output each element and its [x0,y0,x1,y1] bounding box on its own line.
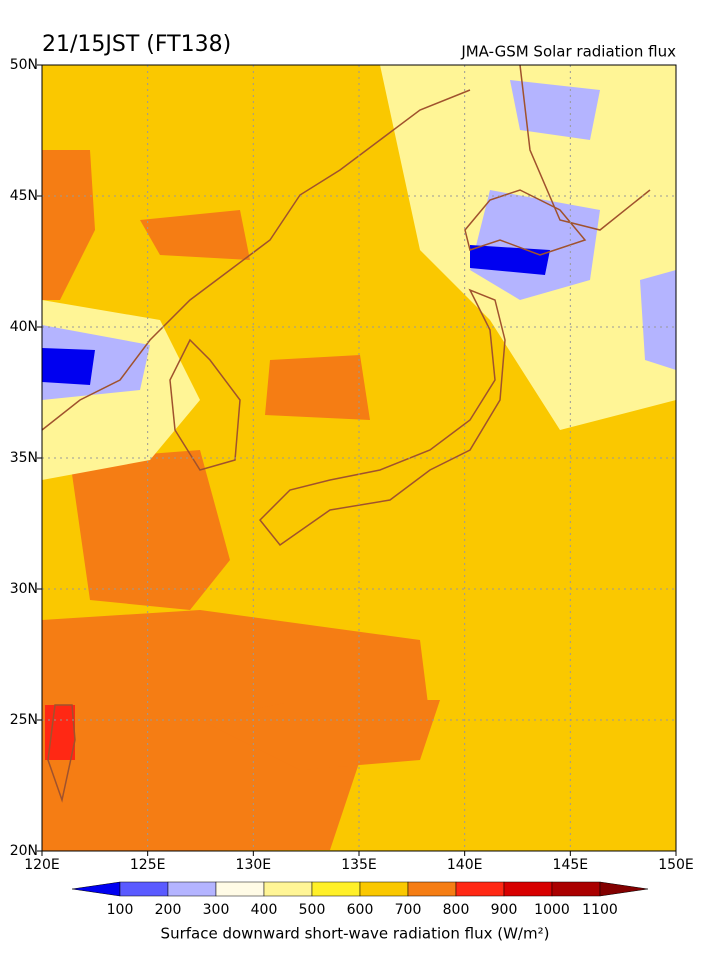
field-patch [70,450,230,610]
field-patch [640,270,676,370]
coastline [41,89,471,431]
colorbar-label: 800 [443,902,470,918]
colorbar-label: 300 [203,902,230,918]
x-tick-label: 145E [553,857,589,873]
colorbar-title: Surface downward short-wave radiation fl… [161,925,550,943]
colorbar-box [167,881,217,897]
y-tick-label: 30N [10,581,38,597]
field-patch [265,355,370,420]
y-tick-label: 50N [10,57,38,73]
colorbar-label: 700 [395,902,422,918]
coastline [519,64,651,231]
colorbar-box [503,881,553,897]
x-tick-label: 120E [24,857,60,873]
field-patch [200,700,440,770]
colorbar-label: 600 [347,902,374,918]
colorbar-label: 1100 [582,902,618,918]
colorbar-label: 100 [107,902,134,918]
y-tick-label: 45N [10,188,38,204]
y-tick-label: 20N [10,843,38,859]
field-patch [470,245,550,275]
x-tick-label: 125E [130,857,166,873]
colorbar-label: 500 [299,902,326,918]
colorbar: 100 200 300 400 500 600 700 800 900 1000 1100 Surfa… [71,881,649,943]
colorbar-label: 900 [491,902,518,918]
colorbar-label: 200 [155,902,182,918]
colorbar-arrow [71,881,121,897]
field-patch [42,150,95,300]
colorbar-box [215,881,265,897]
colorbar-box [407,881,457,897]
x-tick-label: 130E [236,857,272,873]
colorbar-arrow [599,881,649,897]
y-tick-label: 25N [10,712,38,728]
colorbar-box [359,881,409,897]
colorbar-box [263,881,313,897]
colorbar-label: 400 [251,902,278,918]
colorbar-box [311,881,361,897]
y-tick-label: 35N [10,450,38,466]
x-tick-label: 150E [658,857,694,873]
title: 21/15JST (FT138) [42,32,231,57]
colorbar-box [455,881,505,897]
coastline [47,704,76,803]
subtitle: JMA-GSM Solar radiation flux [460,43,676,61]
field-patch [510,80,600,140]
field-patch [140,210,250,260]
field-patch [470,190,600,300]
field-patch [42,348,95,385]
colorbar-box [551,881,601,897]
x-tick-label: 140E [447,857,483,873]
coastline [464,189,587,256]
y-tick-label: 40N [10,319,38,335]
map-frame [41,64,677,852]
colorbar-box [119,881,169,897]
coastline [169,338,241,471]
field [42,65,676,851]
coastline [258,288,506,547]
x-tick-label: 135E [341,857,377,873]
coastlines [41,64,651,803]
colorbar-label: 1000 [534,902,570,918]
